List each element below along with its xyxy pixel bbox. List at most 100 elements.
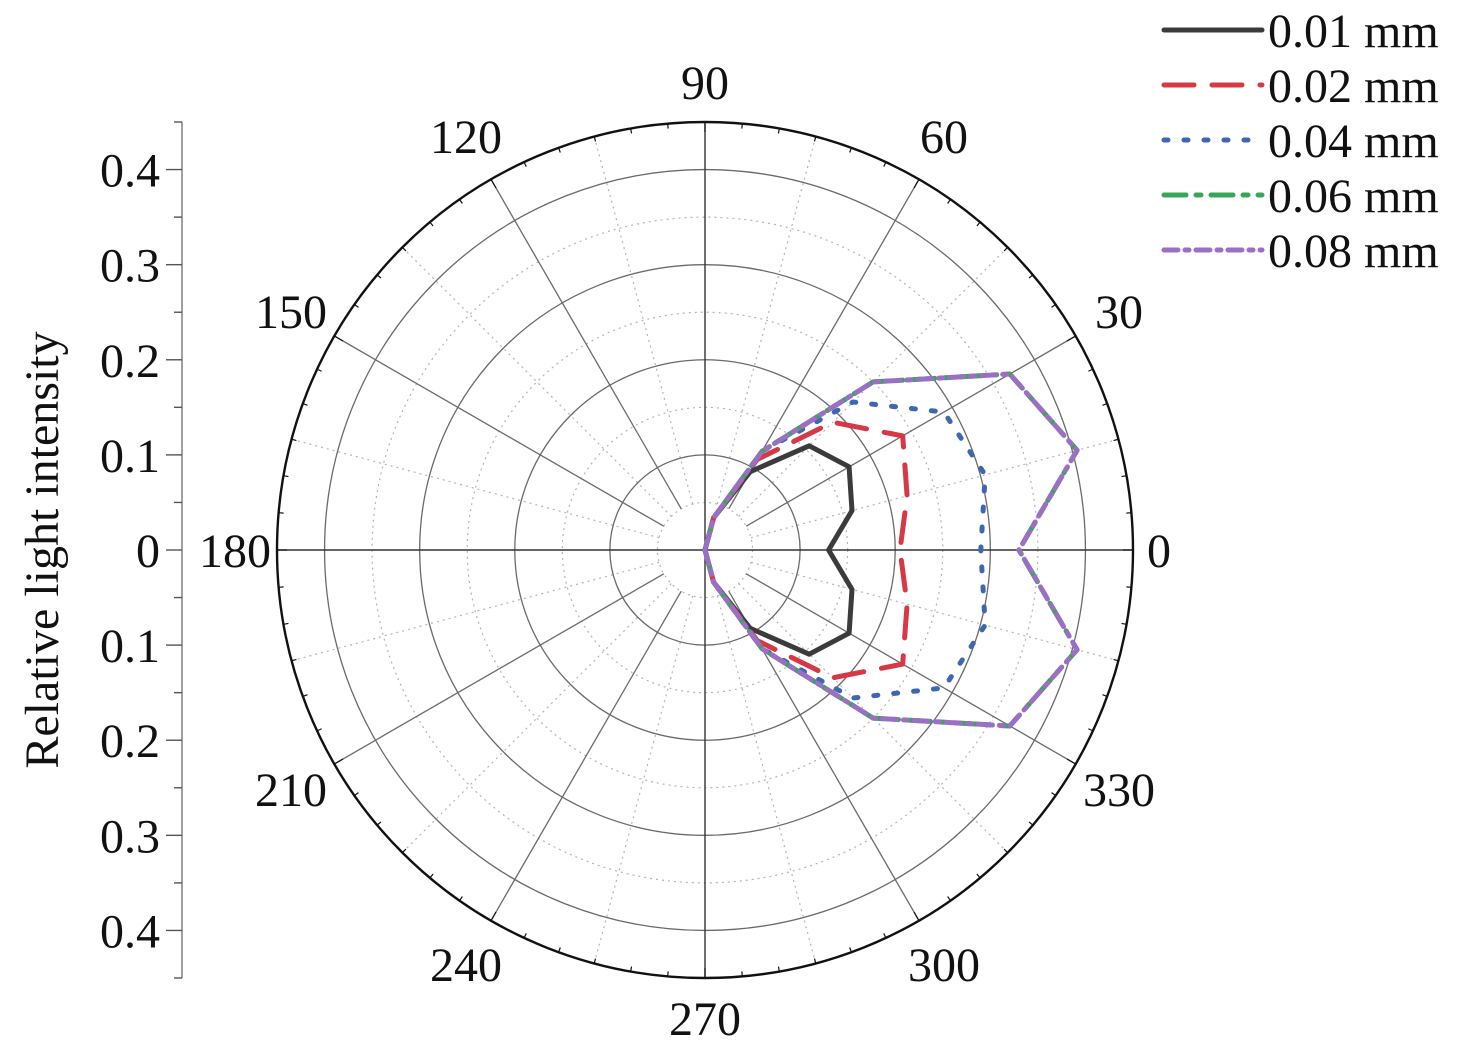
angle-tick-mark: [1121, 475, 1127, 478]
angle-tick-label: 330: [1083, 764, 1155, 817]
angle-tick-mark: [976, 873, 981, 879]
angle-tick-mark: [354, 792, 359, 796]
angle-tick-mark: [490, 911, 497, 921]
legend-label: 0.06 mm: [1268, 170, 1439, 223]
angle-tick-labels: 0 30 60 90 120 150 180 210 240 270 300 330: [199, 57, 1171, 1046]
angle-tick-mark: [376, 821, 382, 826]
angle-tick-label: 150: [255, 286, 327, 339]
radial-tick-label: 0: [136, 525, 160, 578]
angle-tick-mark: [1003, 848, 1009, 854]
data-series: [702, 371, 1080, 729]
angle-tick-mark: [1113, 438, 1119, 442]
angle-tick-mark: [777, 966, 780, 972]
angle-tick-mark: [334, 758, 344, 765]
angle-tick-mark: [558, 147, 561, 153]
legend-label: 0.02 mm: [1268, 60, 1439, 113]
angle-tick-mark: [777, 128, 780, 134]
radial-tick-label: 0.4: [100, 905, 160, 958]
major-spoke: [745, 335, 1076, 527]
angle-tick-mark: [302, 403, 308, 406]
angle-tick-label: 210: [255, 764, 327, 817]
major-spoke: [334, 335, 665, 527]
angle-tick-mark: [947, 199, 951, 204]
radial-tick-label: 0.1: [100, 620, 160, 673]
angle-tick-mark: [1102, 694, 1108, 697]
angle-tick-mark: [1088, 368, 1094, 372]
angle-tick-mark: [401, 848, 407, 854]
angle-tick-mark: [459, 896, 463, 901]
legend: 0.01 mm0.02 mm0.04 mm0.06 mm0.08 mm: [1161, 5, 1439, 278]
radial-tick-label: 0.2: [100, 715, 160, 768]
legend-label: 0.04 mm: [1268, 115, 1439, 168]
angle-tick-label: 30: [1095, 286, 1143, 339]
angle-tick-mark: [334, 335, 344, 342]
angle-tick-mark: [316, 368, 322, 372]
y-axis-label: Relative light intensity: [16, 331, 69, 768]
radial-tick-label: 0.1: [100, 430, 160, 483]
angle-tick-mark: [947, 896, 951, 901]
angle-tick-mark: [1113, 658, 1119, 662]
angle-tick-mark: [1066, 335, 1076, 342]
minor-spoke: [291, 438, 660, 539]
angle-tick-mark: [1066, 758, 1076, 765]
angle-tick-mark: [813, 958, 817, 964]
series-line-5: [702, 371, 1080, 729]
angle-tick-mark: [429, 873, 434, 879]
angle-tick-mark: [1028, 274, 1034, 279]
angle-tick-mark: [813, 136, 817, 142]
angle-tick-mark: [883, 933, 887, 939]
angle-tick-mark: [558, 947, 561, 953]
minor-spoke: [593, 595, 694, 964]
minor-spoke: [401, 246, 672, 517]
angle-tick-mark: [1028, 821, 1034, 826]
angle-tick-mark: [283, 475, 289, 478]
angle-tick-mark: [354, 304, 359, 308]
angle-tick-mark: [593, 958, 597, 964]
angle-tick-mark: [490, 179, 497, 189]
angle-tick-mark: [1121, 622, 1127, 625]
angle-tick-mark: [523, 933, 527, 939]
radial-tick-label: 0.4: [100, 145, 160, 198]
angle-tick-mark: [913, 911, 920, 921]
radial-tick-label: 0.3: [100, 810, 160, 863]
minor-spoke: [750, 438, 1119, 539]
angle-tick-mark: [883, 161, 887, 167]
angle-tick-mark: [1051, 304, 1056, 308]
angle-tick-label: 0: [1147, 525, 1171, 578]
angle-tick-mark: [376, 274, 382, 279]
angle-tick-mark: [1102, 403, 1108, 406]
minor-spoke: [750, 561, 1119, 662]
angle-tick-label: 300: [908, 939, 980, 992]
angle-tick-mark: [302, 694, 308, 697]
angle-tick-mark: [976, 221, 981, 227]
major-spoke: [490, 590, 682, 921]
angle-tick-mark: [523, 161, 527, 167]
radial-axis: 0 0.1 0.1 0.2 0.2 0.3 0.3 0.4 0.4: [100, 121, 183, 979]
angle-tick-mark: [630, 128, 633, 134]
angle-tick-mark: [1051, 792, 1056, 796]
angle-tick-mark: [1003, 246, 1009, 252]
angle-tick-mark: [401, 246, 407, 252]
angle-tick-mark: [291, 438, 297, 442]
angle-tick-mark: [913, 179, 920, 189]
angle-tick-mark: [1088, 728, 1094, 732]
angle-tick-mark: [630, 966, 633, 972]
angle-tick-label: 180: [199, 525, 271, 578]
legend-label: 0.08 mm: [1268, 225, 1439, 278]
angle-tick-mark: [849, 147, 852, 153]
angle-tick-label: 270: [669, 993, 741, 1046]
angle-tick-label: 90: [681, 57, 729, 110]
angle-tick-mark: [459, 199, 463, 204]
angle-tick-mark: [316, 728, 322, 732]
radial-tick-label: 0.3: [100, 240, 160, 293]
angle-tick-mark: [283, 622, 289, 625]
minor-spoke: [401, 583, 672, 854]
radial-tick-label: 0.2: [100, 335, 160, 388]
legend-label: 0.01 mm: [1268, 5, 1439, 58]
angle-tick-label: 240: [430, 939, 502, 992]
major-spoke: [334, 573, 665, 765]
angle-tick-mark: [291, 658, 297, 662]
angle-tick-label: 120: [430, 111, 502, 164]
angle-tick-label: 60: [920, 111, 968, 164]
